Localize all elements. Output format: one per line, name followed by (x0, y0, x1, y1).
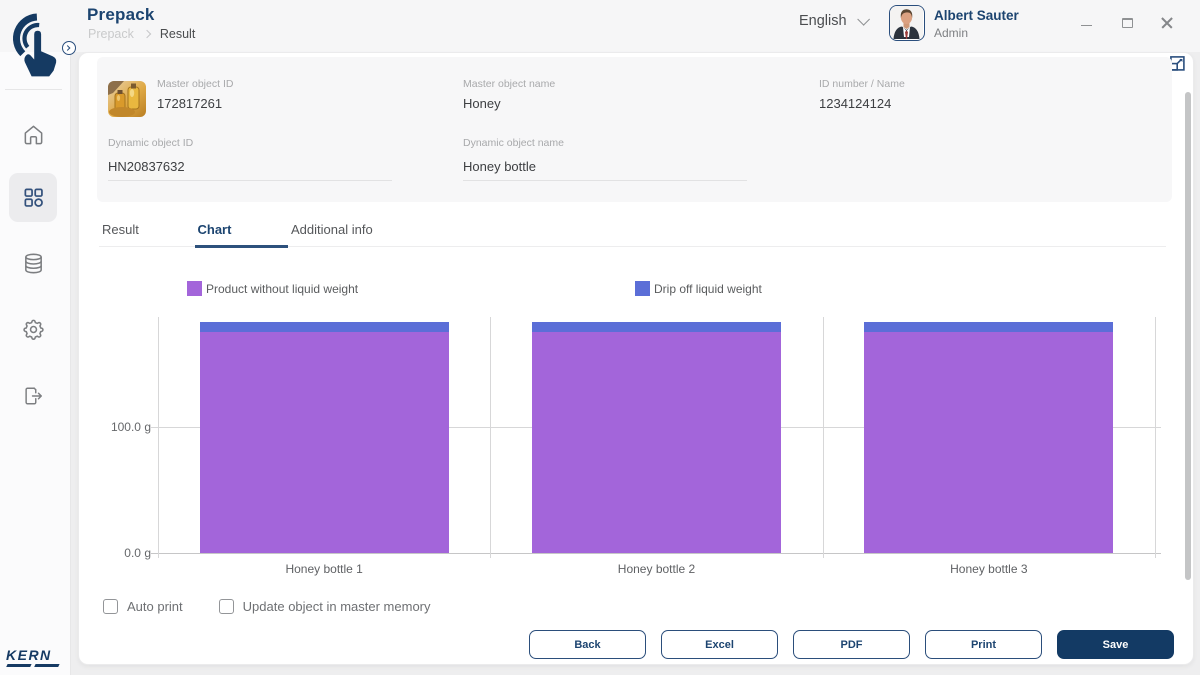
breadcrumb-parent[interactable]: Prepack (88, 27, 134, 41)
sidebar-item-database[interactable] (9, 239, 57, 288)
y-axis-tick-label: 100.0 g (110, 419, 151, 434)
kern-brand-underline (6, 664, 64, 667)
master-object-name-value: Honey (463, 96, 501, 111)
kern-easytouch-logo (0, 0, 60, 85)
legend-swatch (187, 281, 202, 296)
bar-dripoff-3 (864, 322, 1114, 333)
legend-item: Drip off liquid weight (635, 281, 762, 296)
master-object-id-value: 172817261 (157, 96, 223, 111)
window-minimize-button[interactable] (1071, 0, 1101, 46)
checkbox-box[interactable] (103, 599, 118, 614)
x-axis-category-label: Honey bottle 2 (617, 562, 696, 576)
window-maximize-button[interactable] (1112, 0, 1142, 46)
sidebar-item-apps[interactable] (9, 173, 57, 222)
bar-product-2 (532, 332, 781, 553)
field-underline (463, 180, 747, 181)
logout-icon (25, 386, 42, 405)
settings-gear-icon (22, 319, 44, 340)
sidebar-item-logout[interactable] (9, 371, 57, 420)
x-axis-category-label: Honey bottle 1 (285, 562, 363, 576)
bar-dripoff-1 (199, 322, 449, 333)
avatar[interactable] (889, 5, 925, 41)
legend-label: Drip off liquid weight (654, 281, 762, 296)
bar-dripoff-2 (532, 322, 781, 333)
maximize-icon (1121, 18, 1133, 28)
sidebar-item-home[interactable] (9, 110, 57, 159)
dynamic-object-name-label: Dynamic object name (463, 137, 564, 149)
gridline-x (490, 317, 492, 558)
user-name[interactable]: Albert Sauter (934, 8, 1019, 23)
kern-brand-logo: KERN (6, 647, 64, 667)
breadcrumb: Prepack Result (88, 27, 195, 41)
expand-icon (1170, 56, 1185, 71)
home-icon (24, 125, 42, 145)
id-number-name-label: ID number / Name (819, 78, 905, 90)
app-header (71, 0, 1200, 52)
tab-bar-baseline (99, 246, 1166, 247)
dynamic-object-id-label: Dynamic object ID (108, 137, 194, 149)
pdf-button[interactable]: PDF (793, 630, 910, 659)
page-title: Prepack (87, 5, 155, 24)
y-axis-tick-label: 0.0 g (124, 546, 151, 560)
sidebar (0, 52, 71, 675)
x-axis-category-label: Honey bottle 3 (950, 562, 1028, 576)
master-object-id-label: Master object ID (157, 78, 234, 90)
master-object-name-label: Master object name (463, 78, 556, 90)
kern-brand-text: KERN (6, 647, 52, 663)
tab-additional-info[interactable]: Additional info (291, 222, 373, 237)
breadcrumb-separator-icon (142, 29, 152, 39)
sidebar-item-settings[interactable] (9, 305, 57, 354)
chevron-right-icon (64, 45, 71, 51)
legend-label: Product without liquid weight (206, 281, 359, 296)
database-icon (24, 253, 42, 274)
apps-grid-icon (23, 188, 43, 207)
vertical-scrollbar[interactable] (1185, 92, 1191, 580)
checkbox-update-object-in-master-memory[interactable]: Update object in master memory (218, 599, 431, 614)
object-info-panel (97, 57, 1172, 202)
dynamic-object-name-value: Honey bottle (463, 159, 536, 174)
dynamic-object-id-value: HN20837632 (108, 159, 185, 174)
sidebar-expand-button[interactable] (62, 41, 76, 55)
product-thumbnail (108, 81, 146, 117)
legend-item: Product without liquid weight (187, 281, 358, 296)
gridline-x (822, 317, 824, 558)
close-icon (1161, 17, 1173, 29)
bar-product-1 (199, 332, 449, 553)
expand-card-button[interactable] (1170, 56, 1185, 71)
save-button[interactable]: Save (1057, 630, 1174, 659)
back-button[interactable]: Back (529, 630, 646, 659)
gridline-x (1155, 317, 1156, 558)
user-role: Admin (934, 26, 969, 40)
field-underline (108, 180, 392, 181)
checkbox-auto-print[interactable]: Auto print (103, 599, 183, 614)
excel-button[interactable]: Excel (661, 630, 778, 659)
print-button[interactable]: Print (925, 630, 1042, 659)
checkbox-box[interactable] (218, 599, 234, 614)
sidebar-divider (5, 89, 62, 90)
legend-swatch (635, 281, 650, 296)
language-label: English (799, 13, 847, 29)
gridline-x (158, 317, 159, 558)
minimize-icon (1080, 24, 1092, 26)
tab-result[interactable]: Result (102, 222, 139, 237)
language-selector[interactable]: English (799, 12, 870, 29)
tab-bar: Result Chart Additional info (99, 222, 423, 248)
active-tab-indicator (194, 245, 288, 248)
gridline-y-0 (151, 553, 1161, 554)
window-close-button[interactable] (1152, 0, 1182, 46)
checkbox-label: Auto print (127, 599, 183, 614)
checkbox-label: Update object in master memory (242, 599, 431, 614)
tab-chart[interactable]: Chart (197, 222, 232, 237)
bar-product-3 (864, 332, 1114, 553)
breadcrumb-current: Result (159, 27, 196, 41)
footer-checkboxes: Auto print Update object in master memory (103, 599, 431, 614)
footer-buttons: Back Excel PDF Print Save (529, 630, 1174, 659)
id-number-name-value: 1234124124 (819, 96, 892, 111)
